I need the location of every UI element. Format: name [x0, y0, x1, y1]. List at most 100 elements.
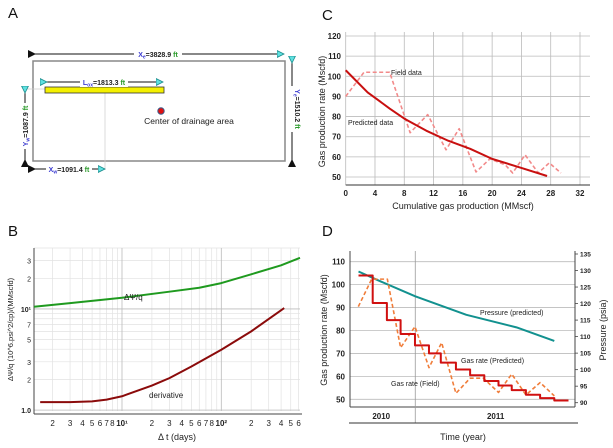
x-tick-label: 32	[576, 189, 585, 198]
y2-tick-label: 130	[580, 268, 591, 275]
series-derivative	[40, 307, 285, 404]
y2-tick-label: 135	[580, 252, 591, 259]
x-tick-label: 6	[98, 419, 103, 428]
x-tick-label: 6	[197, 419, 202, 428]
x-tick-label: 5	[189, 419, 194, 428]
series-gas-rate-predicted	[358, 274, 569, 402]
y-tick-label: 100	[332, 281, 346, 290]
series-gas-rate-field	[357, 278, 555, 397]
panel-label-d: D	[322, 223, 333, 240]
y2-tick-label: 120	[580, 301, 591, 308]
x-tick-label: 3	[266, 419, 271, 428]
y2-tick-label: 95	[580, 384, 588, 391]
x-tick-label: 16	[458, 189, 467, 198]
series-field-data	[345, 71, 562, 174]
y-tick-label: 90	[332, 92, 341, 101]
x-category-label: 2011	[487, 412, 505, 421]
chart-c-rate-vs-cumulative: 0 4 8 12 16 20 24 28 32 50 60 70 80 90 100 110 120 Cumula…	[317, 32, 590, 211]
y-axis-title: ΔΨ/q (10^6.psi^2/cp)/(MMscfd)	[6, 277, 15, 381]
y-tick-label: 1.0	[21, 408, 31, 415]
y-tick-label: 50	[332, 173, 341, 182]
y2-tick-label: 115	[580, 318, 591, 325]
y-tick-label: 50	[336, 395, 345, 404]
x-tick-label: 24	[517, 189, 526, 198]
y-tick-label: 110	[332, 258, 345, 267]
x-tick-label: 2	[249, 419, 254, 428]
x-tick-label: 2	[50, 419, 55, 428]
x-tick-label: 8	[110, 419, 115, 428]
series-label-derivative: derivative	[149, 391, 184, 400]
x-tick-label: 8	[402, 189, 407, 198]
panel-label-b: B	[8, 223, 18, 240]
x-tick-label: 7	[104, 419, 109, 428]
y-tick-label: 70	[336, 349, 345, 358]
center-of-drainage-marker	[157, 107, 165, 115]
x-tick-label: 8	[209, 419, 214, 428]
x-tick-label: 5	[288, 419, 293, 428]
y-tick-label: 3	[27, 360, 31, 367]
horizontal-well-bar	[44, 86, 165, 94]
chart-d-rate-pressure-vs-time: 50 60 70 80 90 100 110 90 95 100 105 110 115 120 125 13…	[319, 251, 608, 442]
series-label-field-data: Field data	[391, 70, 422, 77]
y-tick-label: 5	[27, 337, 31, 344]
y-tick-label: 60	[332, 153, 341, 162]
y-tick-label: 100	[328, 72, 342, 81]
series-label-predicted-data: Predicted data	[348, 120, 393, 127]
x-tick-label: 4	[373, 189, 378, 198]
y-tick-label: 2	[27, 378, 31, 385]
center-of-drainage-label: Center of drainage area	[144, 116, 234, 126]
y2-tick-label: 125	[580, 285, 591, 292]
y-tick-label: 70	[332, 133, 341, 142]
y-tick-label: 7	[27, 323, 31, 330]
lox-dimension-label: Lox=1813.3 ft	[83, 80, 126, 89]
x-tick-label: 28	[546, 189, 555, 198]
y-tick-label: 90	[336, 304, 345, 313]
x-tick-label: 3	[68, 419, 73, 428]
yw-dimension-label: Yw=1087.9 ft	[23, 105, 32, 146]
x-tick-label: 4	[80, 419, 85, 428]
x-tick-label: 6	[296, 419, 301, 428]
x-tick-label: 3	[167, 419, 172, 428]
series-predicted-data	[344, 69, 548, 177]
x-tick-label: 5	[90, 419, 95, 428]
x-category-label: 2010	[372, 412, 390, 421]
xw-dimension-label: Xw=1091.4 ft	[49, 167, 90, 176]
y-tick-label: 120	[328, 32, 342, 41]
y-tick-label: 60	[336, 372, 345, 381]
series-label-pressure-predicted: Pressure (predicted)	[480, 310, 543, 317]
y-tick-label: 80	[336, 327, 345, 336]
y-axis-title: Gas production rate (Mscfd)	[319, 274, 329, 386]
y-tick-label: 10¹	[21, 307, 32, 314]
x-tick-label: 0	[343, 189, 348, 198]
y-axis-title: Gas production rate (Mscfd)	[317, 56, 327, 168]
series-delta-psi-over-q	[33, 256, 301, 308]
y2-tick-label: 105	[580, 351, 591, 358]
x-tick-label: 2	[150, 419, 155, 428]
x-tick-label: 20	[488, 189, 497, 198]
series-label-delta-psi-over-q: ΔΨ/q	[124, 293, 143, 302]
x-tick-label: 4	[180, 419, 185, 428]
y2-tick-label: 110	[580, 334, 591, 341]
x-axis-title: Time (year)	[440, 432, 486, 442]
x-tick-label: 10²	[216, 419, 228, 428]
y-tick-label: 2	[27, 276, 31, 283]
panel-a: A Center of drainage area Xe=3828.9 ft L…	[8, 5, 300, 176]
panel-label-c: C	[322, 7, 333, 24]
y2-tick-label: 100	[580, 367, 591, 374]
y2-axis-title: Pressure (psia)	[598, 299, 608, 360]
y-tick-label: 3	[27, 259, 31, 266]
x-tick-label: 10¹	[116, 419, 128, 428]
ye-dimension-label: Ye=1510.2 ft	[292, 89, 301, 129]
x-tick-label: 12	[429, 189, 438, 198]
series-label-gas-rate-field: Gas rate (Field)	[391, 381, 440, 388]
panel-label-a: A	[8, 5, 18, 22]
xe-dimension-label: Xe=3828.9 ft	[138, 52, 178, 61]
series-label-gas-rate-predicted: Gas rate (Predicted)	[461, 358, 524, 365]
y-tick-label: 80	[332, 113, 341, 122]
x-tick-label: 7	[204, 419, 209, 428]
x-axis-title: Δ t (days)	[158, 432, 196, 442]
x-axis-title: Cumulative gas production (MMscf)	[392, 201, 534, 211]
y2-tick-label: 90	[580, 400, 588, 407]
